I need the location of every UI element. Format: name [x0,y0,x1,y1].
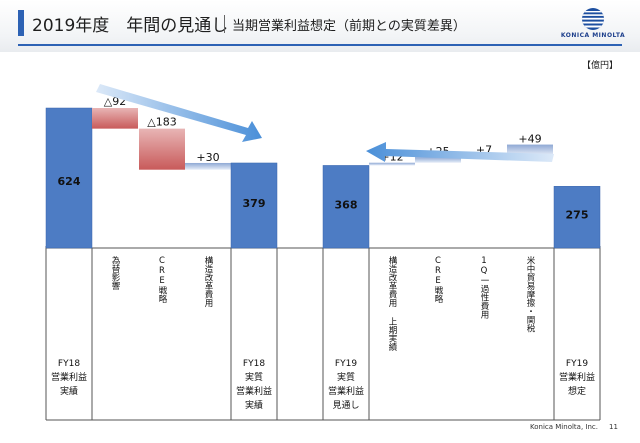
data-label: △183 [147,116,176,129]
category-label: 想定 [568,385,586,397]
trend-arrow-left [366,142,554,162]
header-rule [18,44,622,46]
category-label: 為替影響 [110,255,120,290]
category-label: 実質 [337,371,355,383]
page-number: 11 [609,423,618,431]
category-label: CRE戦略 [433,256,443,303]
total-bar [322,165,370,249]
increase-bar [415,157,461,163]
trend-arrow-right [96,84,262,142]
data-label: 368 [335,198,358,211]
data-label: 275 [566,208,589,221]
category-label: 営業利益 [328,385,364,397]
increase-bar [185,162,231,170]
category-label: 営業利益 [51,371,87,383]
total-bar [230,162,278,249]
category-label: FY19 [566,359,588,369]
category-label: FY19 [335,359,357,369]
category-label: FY18 [58,359,80,369]
title-accent-bar [18,10,24,36]
footer-company: Konica Minolta, Inc. [530,423,598,431]
decrease-bar [92,108,138,129]
data-label: 624 [58,175,81,188]
page-title: 2019年度 年間の見通し [32,16,229,36]
logo-wordmark: KONICA MINOLTA [560,32,626,39]
category-label: 米中貿易摩擦・関税 [525,255,535,333]
konica-minolta-logo-icon [582,8,604,30]
category-label: 1Q一過性費用 [479,256,489,319]
category-label: 営業利益 [236,385,272,397]
increase-bar [369,162,415,166]
data-label: +49 [518,133,541,146]
total-bar [553,186,601,249]
total-bar [45,107,93,249]
category-label: 構造改革費用 [203,255,213,307]
category-label: FY18 [243,359,265,369]
category-label: 実質 [245,371,263,383]
category-label: 実績 [245,399,263,411]
category-label: 見通し [332,400,359,411]
increase-bar [507,144,553,156]
data-label: +30 [196,151,219,164]
header-band [0,0,640,52]
category-label: 実績 [60,385,78,397]
data-label: 379 [243,197,266,210]
category-label: 営業利益 [559,371,595,383]
category-label: 構造改革費用 上期実績 [387,255,397,351]
unit-label: 【億円】 [581,61,618,71]
title-separator [224,15,225,33]
page-subtitle: 当期営業利益想定（前期との実質差異） [232,19,466,34]
decrease-bar [139,128,185,170]
category-label: CRE戦略 [157,256,167,303]
